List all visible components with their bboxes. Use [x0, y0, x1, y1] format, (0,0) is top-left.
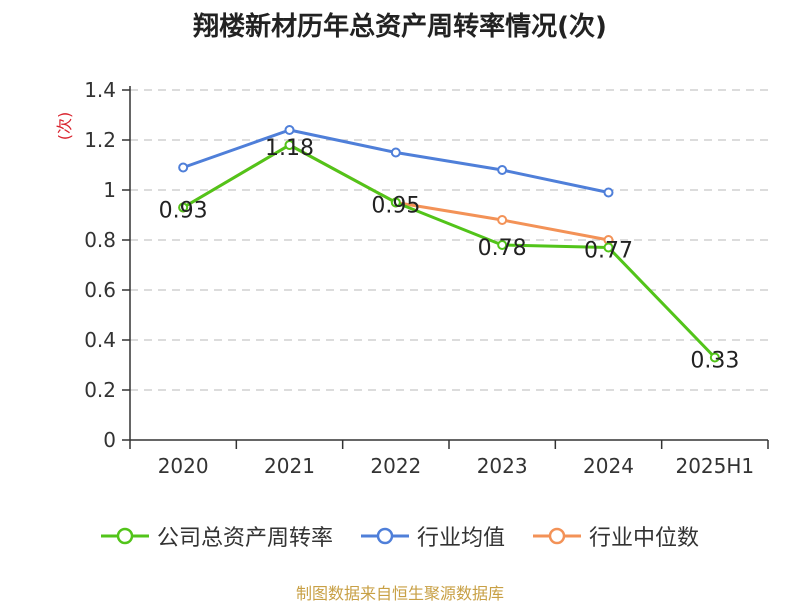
data-point: [497, 240, 508, 250]
data-label: 0.93: [159, 199, 208, 224]
data-label: 0.95: [371, 194, 420, 219]
y-tick-label: 1.2: [84, 128, 116, 152]
data-point: [603, 187, 614, 198]
y-tick-label: 0.4: [84, 328, 116, 352]
data-label: 1.18: [265, 136, 314, 161]
x-tick-label: 2022: [370, 454, 421, 478]
data-point: [709, 352, 720, 363]
legend-label-company: 公司总资产周转率: [156, 526, 333, 551]
data-point: [178, 202, 189, 213]
y-tick-label: 0.6: [84, 278, 116, 302]
x-tick-label: 2025H1: [675, 454, 754, 478]
data-point: [178, 162, 189, 173]
source-note: 制图数据来自恒生聚源数据库: [295, 584, 504, 603]
legend-swatch-company: [100, 527, 149, 545]
y-tick-label: 0.2: [84, 378, 116, 402]
series-line: [182, 128, 609, 194]
chart-title: 翔楼新材历年总资产周转率情况(次): [193, 12, 607, 42]
data-point: [390, 147, 401, 158]
data-point: [284, 125, 295, 135]
x-tick-label: 2023: [477, 454, 528, 478]
legend: 公司总资产周转率 行业均值 行业中位数: [0, 520, 800, 552]
legend-item-industry-mean[interactable]: 行业均值: [360, 520, 505, 552]
data-point: [603, 242, 614, 253]
data-label: 0.33: [690, 349, 739, 374]
data-point: [497, 165, 508, 175]
legend-swatch-industry-mean: [360, 527, 409, 545]
data-label: 0.78: [478, 236, 527, 261]
y-tick-label: 1.4: [84, 78, 116, 102]
y-tick-label: 0.8: [84, 228, 116, 252]
series-line: [182, 143, 716, 359]
legend-item-company[interactable]: 公司总资产周转率: [100, 520, 333, 552]
legend-swatch-industry-median: [533, 527, 581, 545]
y-tick-label: 0: [103, 428, 116, 452]
legend-label-industry-mean: 行业均值: [416, 526, 505, 551]
x-tick-label: 2021: [264, 454, 315, 478]
y-axis-label: (次): [55, 112, 74, 141]
x-tick-label: 2020: [158, 454, 209, 478]
data-point: [284, 140, 295, 150]
legend-item-industry-median[interactable]: 行业中位数: [533, 520, 699, 552]
y-tick-label: 1: [103, 178, 116, 202]
data-point: [497, 215, 508, 225]
data-point: [390, 197, 401, 208]
legend-label-industry-median: 行业中位数: [589, 526, 700, 551]
series-line: [182, 143, 609, 242]
data-label: 0.77: [584, 239, 633, 264]
x-tick-label: 2024: [583, 454, 634, 478]
